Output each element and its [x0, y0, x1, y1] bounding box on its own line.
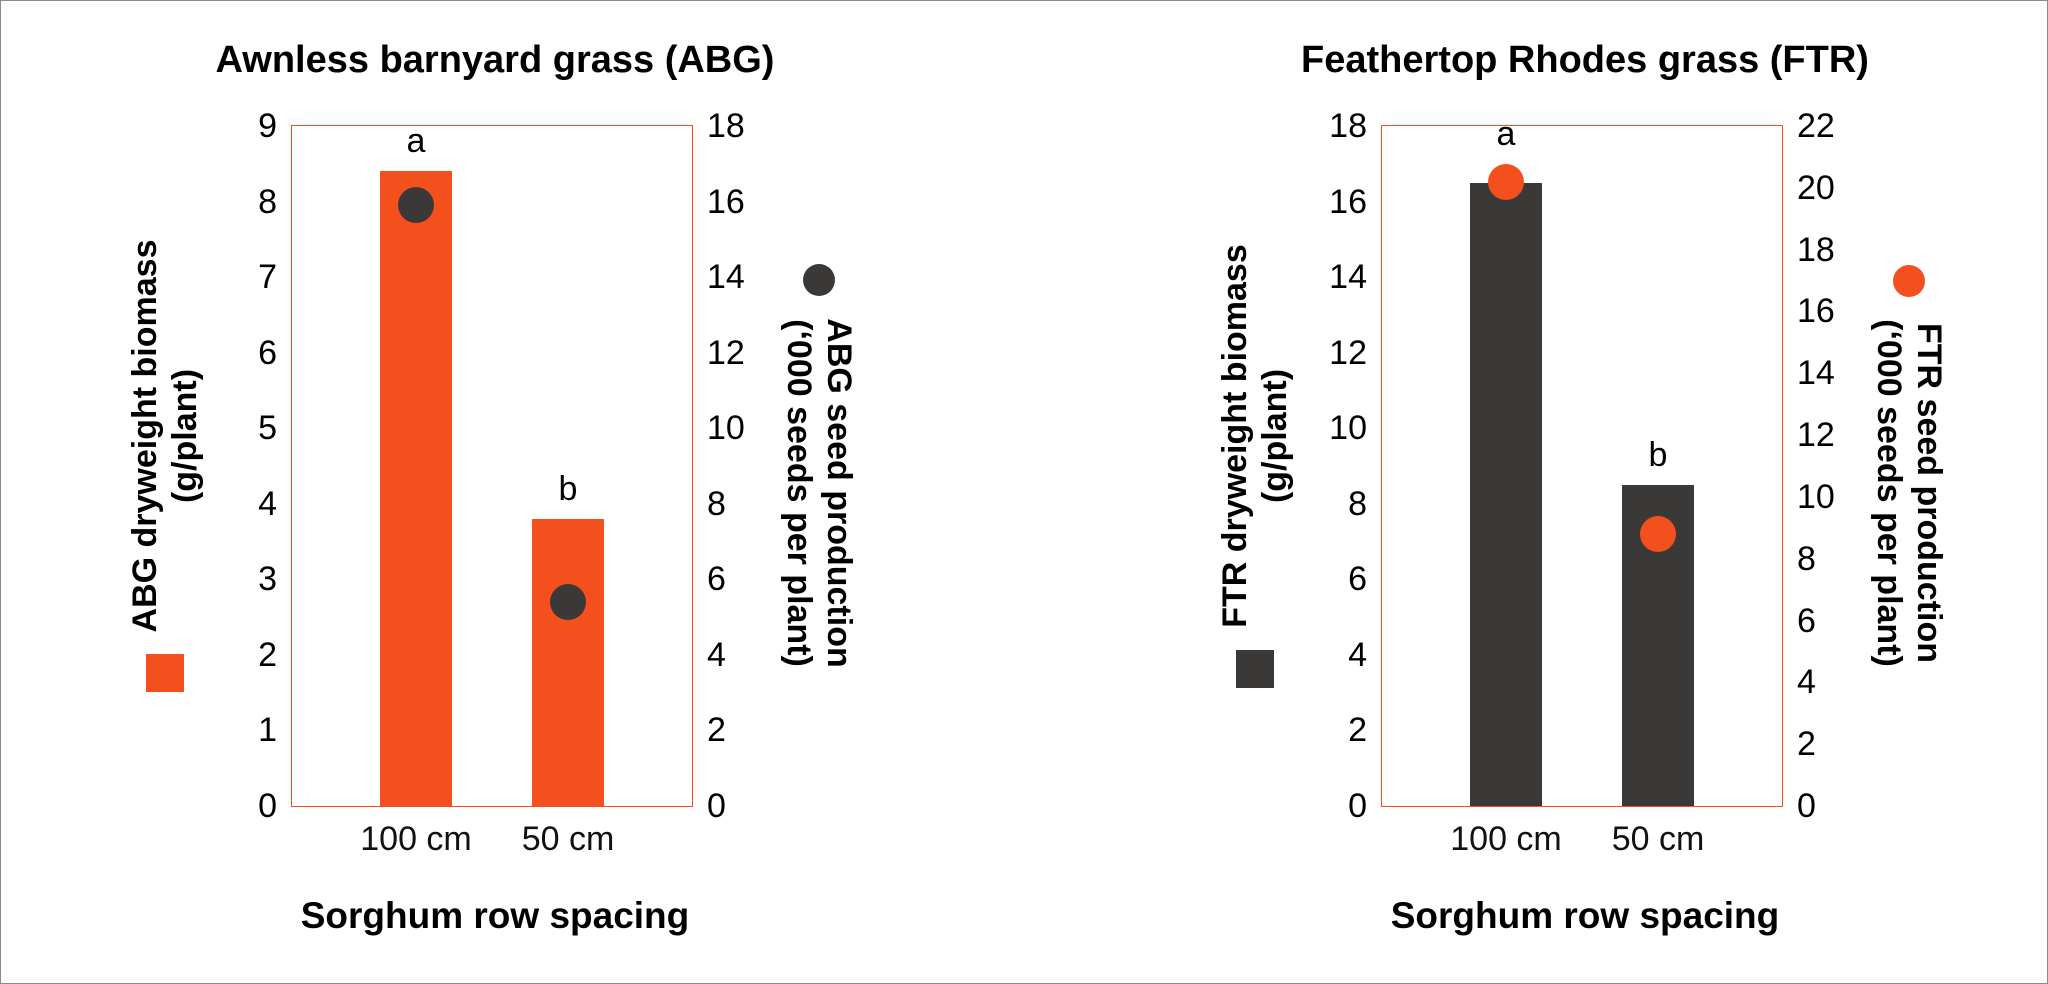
- axis-tick-label: 14: [707, 258, 745, 297]
- left-axis-label-line2: (g/plant): [1256, 368, 1294, 504]
- legend-square-icon: [1236, 649, 1274, 688]
- axis-tick-label: 8: [1797, 539, 1816, 578]
- axis-tick-label: 0: [1348, 787, 1367, 825]
- axis-tick-label: 20: [1797, 168, 1835, 207]
- axis-tick-label: 22: [1797, 107, 1835, 145]
- right-axis-label-block: ABG seed production (‘000 seeds per plan…: [763, 125, 875, 807]
- axis-tick-label: 2: [258, 635, 277, 674]
- axis-tick-label: 4: [1797, 663, 1816, 702]
- axis-tick-label: 2: [1797, 725, 1816, 764]
- chart-title: Feathertop Rhodes grass (FTR): [1301, 39, 1869, 81]
- x-category-label: 50 cm: [1611, 820, 1705, 858]
- right-axis-label-line1: FTR seed production: [1910, 323, 1948, 663]
- plot-area: a 100 cm b 50 cm: [291, 122, 693, 858]
- axis-tick-label: 2: [707, 711, 726, 750]
- left-axis-label-line1: FTR dryweight biomass: [1216, 244, 1254, 628]
- left-axis-ticks: 0 1 2 3 4 5 6 7 8 9: [221, 109, 291, 823]
- left-axis-label-line2: (g/plant): [166, 368, 204, 504]
- legend-square-icon: [146, 654, 184, 693]
- scatter-point-100cm: [1488, 163, 1524, 200]
- axis-tick-label: 10: [707, 409, 745, 448]
- right-axis-label-line1: ABG seed production: [820, 318, 858, 668]
- right-axis-label: FTR seed production (‘000 seeds per plan…: [1869, 319, 1949, 667]
- right-axis-ticks: 0 2 4 6 8 10 12 14 16 18 20 22: [1783, 109, 1853, 823]
- left-axis-label: ABG dryweight biomass (g/plant): [125, 240, 205, 633]
- axis-tick-label: 14: [1329, 258, 1367, 297]
- axis-tick-label: 8: [1348, 484, 1367, 523]
- axis-tick-label: 18: [1797, 230, 1835, 269]
- axis-tick-label: 7: [258, 258, 277, 297]
- right-axis-label: ABG seed production (‘000 seeds per plan…: [779, 318, 859, 667]
- x-category-label: 100 cm: [360, 820, 472, 858]
- left-axis-label-block: ABG dryweight biomass (g/plant): [109, 125, 221, 807]
- axis-tick-label: 16: [1797, 292, 1835, 331]
- plot-area: a 100 cm b 50 cm: [1381, 115, 1783, 858]
- axis-tick-label: 16: [707, 182, 745, 221]
- axis-tick-label: 4: [707, 635, 726, 674]
- significance-letter: b: [1648, 435, 1668, 474]
- right-axis-ticks: 0 2 4 6 8 10 12 14 16 18: [693, 109, 763, 823]
- axis-tick-label: 6: [1348, 560, 1367, 599]
- axis-tick-label: 14: [1797, 354, 1835, 393]
- axis-tick-label: 4: [1348, 635, 1367, 674]
- significance-letter: b: [558, 469, 578, 508]
- axis-tick-label: 0: [707, 787, 726, 825]
- axis-tick-label: 6: [707, 560, 726, 599]
- left-axis-label-block: FTR dryweight biomass (g/plant): [1199, 125, 1311, 807]
- charts-canvas: Awnless barnyard grass (ABG) ABG dryweig…: [1, 1, 2047, 937]
- axis-tick-label: 12: [707, 333, 745, 372]
- legend-circle-icon: [803, 264, 835, 297]
- left-axis-ticks: 0 2 4 6 8 10 12 14 16 18: [1311, 109, 1381, 823]
- right-axis-label-line2: (‘000 seeds per plant): [780, 319, 818, 667]
- axis-tick-label: 18: [707, 107, 745, 145]
- axis-tick-label: 12: [1329, 333, 1367, 372]
- axis-tick-label: 16: [1329, 182, 1367, 221]
- axis-tick-label: 6: [258, 333, 277, 372]
- axis-tick-label: 6: [1797, 601, 1816, 640]
- left-axis-label: FTR dryweight biomass (g/plant): [1215, 244, 1295, 628]
- axis-tick-label: 0: [1797, 787, 1816, 825]
- axis-tick-label: 10: [1797, 477, 1835, 516]
- bar-100cm: [380, 171, 452, 806]
- scatter-point-100cm: [398, 187, 434, 224]
- axis-tick-label: 2: [1348, 711, 1367, 750]
- bar-100cm: [1470, 182, 1542, 806]
- significance-letter: a: [406, 122, 426, 161]
- legend-circle-icon: [1893, 265, 1925, 298]
- right-axis-label-line2: (‘000 seeds per plant): [1870, 319, 1908, 667]
- axis-tick-label: 10: [1329, 409, 1367, 448]
- chart-title: Awnless barnyard grass (ABG): [215, 39, 775, 81]
- x-category-label: 100 cm: [1450, 820, 1562, 858]
- chart-row: FTR dryweight biomass (g/plant) 0 2 4 6 8 10 1…: [1199, 109, 1971, 858]
- axis-tick-label: 8: [258, 182, 277, 221]
- axis-tick-label: 8: [707, 484, 726, 523]
- chart-panel-abg: Awnless barnyard grass (ABG) ABG dryweig…: [109, 39, 881, 937]
- x-category-label: 50 cm: [521, 820, 615, 858]
- chart-panel-ftr: Feathertop Rhodes grass (FTR) FTR drywei…: [1199, 39, 1971, 937]
- axis-tick-label: 12: [1797, 416, 1835, 455]
- significance-letter: a: [1496, 114, 1516, 153]
- scatter-point-50cm: [1640, 516, 1676, 552]
- axis-tick-label: 3: [258, 560, 277, 599]
- axis-tick-label: 4: [258, 484, 277, 523]
- x-axis-title: Sorghum row spacing: [1390, 895, 1780, 936]
- axis-tick-label: 0: [258, 787, 277, 825]
- axis-tick-label: 9: [258, 107, 277, 145]
- axis-tick-label: 5: [258, 409, 277, 448]
- left-axis-label-line1: ABG dryweight biomass: [126, 239, 164, 633]
- x-axis-title: Sorghum row spacing: [300, 895, 690, 936]
- right-axis-label-block: FTR seed production (‘000 seeds per plan…: [1853, 125, 1965, 807]
- bar-50cm: [532, 518, 604, 806]
- axis-tick-label: 18: [1329, 107, 1367, 145]
- scatter-point-50cm: [550, 584, 586, 620]
- axis-tick-label: 1: [258, 711, 277, 750]
